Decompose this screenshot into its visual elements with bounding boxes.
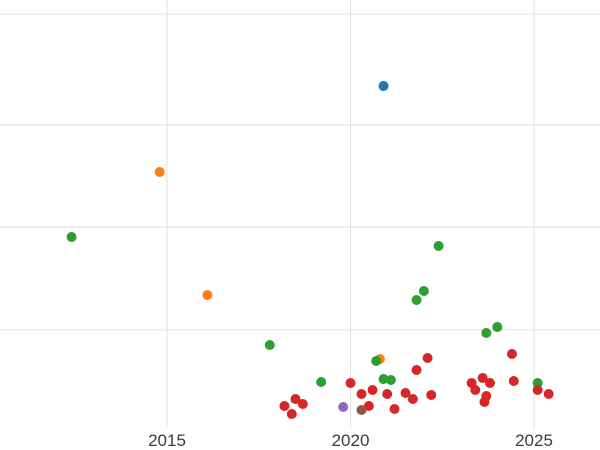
- data-point-red: [422, 353, 433, 363]
- data-point-green: [411, 295, 422, 305]
- data-point-green: [371, 356, 382, 366]
- data-point-red: [508, 376, 519, 386]
- data-point-red: [411, 365, 422, 375]
- data-point-blue: [378, 81, 389, 91]
- data-point-green: [316, 377, 327, 387]
- data-point-green: [264, 340, 275, 350]
- data-point-red: [484, 378, 495, 388]
- data-point-purple: [338, 402, 349, 412]
- data-point-brown: [356, 405, 367, 415]
- data-point-red: [367, 385, 378, 395]
- data-point-red: [290, 394, 301, 404]
- data-point-orange: [154, 167, 165, 177]
- data-point-red: [532, 385, 543, 395]
- data-point-red: [345, 378, 356, 388]
- data-point-red: [297, 399, 308, 409]
- data-point-green: [378, 374, 389, 384]
- data-point-green: [481, 328, 492, 338]
- data-point-red: [506, 349, 517, 359]
- data-point-green: [492, 322, 503, 332]
- data-point-green: [385, 375, 396, 385]
- x-tick-label: 2015: [148, 431, 186, 450]
- data-point-red: [389, 404, 400, 414]
- data-point-green: [418, 286, 429, 296]
- x-tick-label: 2025: [515, 431, 553, 450]
- data-point-red: [481, 391, 492, 401]
- data-point-orange: [202, 290, 213, 300]
- data-point-red: [382, 389, 393, 399]
- data-point-green: [532, 378, 543, 388]
- data-point-red: [477, 373, 488, 383]
- data-point-green: [66, 232, 77, 242]
- data-point-red: [363, 401, 374, 411]
- data-point-red: [426, 390, 437, 400]
- data-point-red: [286, 409, 297, 419]
- data-point-red: [470, 385, 481, 395]
- x-tick-label: 2020: [332, 431, 370, 450]
- data-point-red: [279, 401, 290, 411]
- data-point-red: [400, 388, 411, 398]
- data-point-red: [356, 389, 367, 399]
- data-point-red: [543, 389, 554, 399]
- data-point-red: [407, 394, 418, 404]
- data-point-green: [433, 241, 444, 251]
